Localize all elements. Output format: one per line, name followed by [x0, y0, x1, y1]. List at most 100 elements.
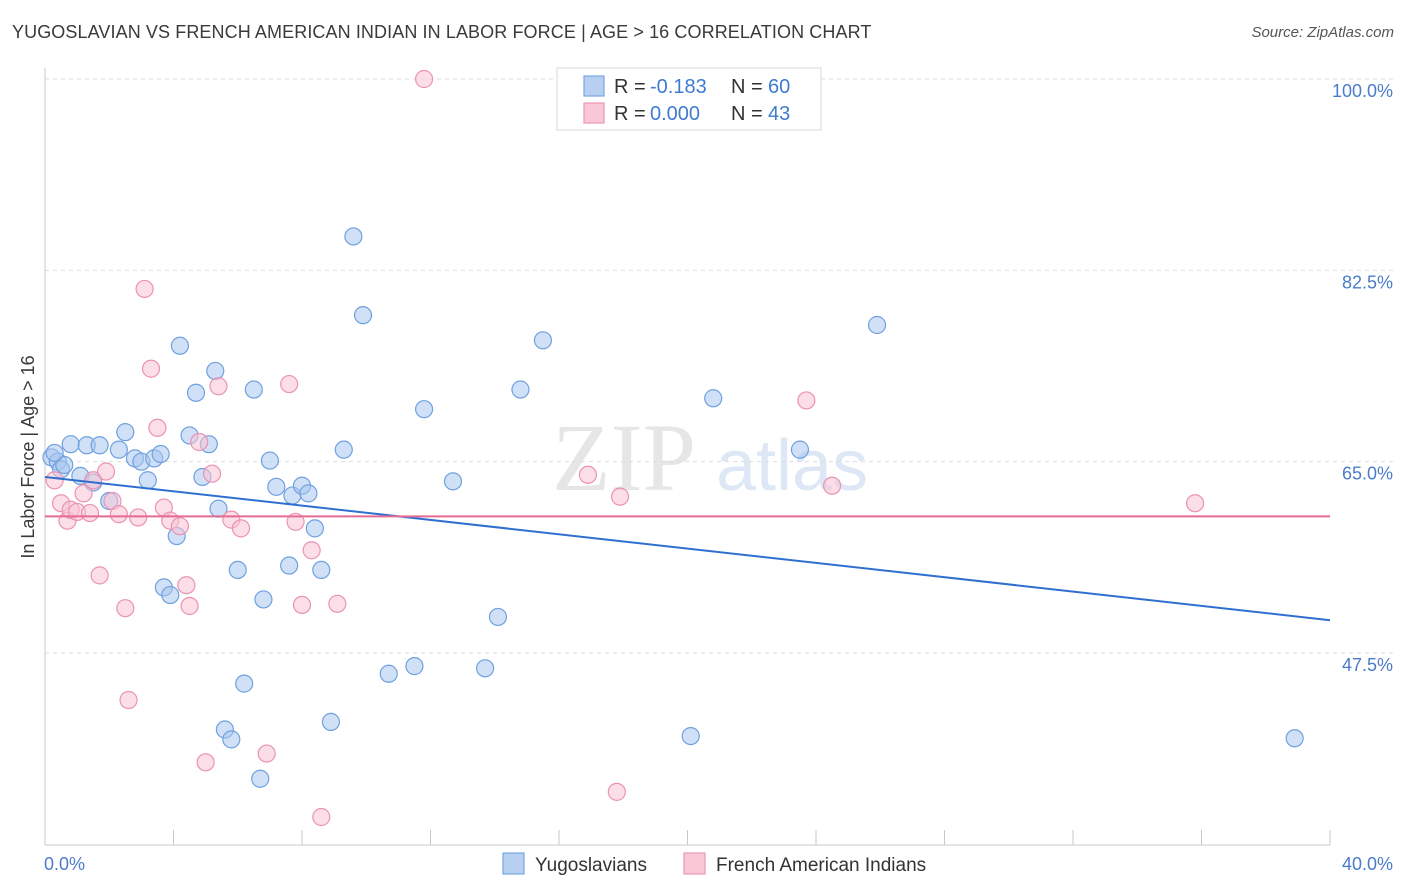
point-yugoslavians-18	[161, 585, 180, 605]
point-french-american-indians-31	[286, 512, 305, 531]
point-yugoslavians-8	[90, 436, 109, 455]
legend-r-label-2: R =	[614, 103, 646, 125]
point-yugoslavians-41	[312, 560, 331, 580]
point-french-american-indians-34	[312, 807, 331, 827]
point-yugoslavians-39	[299, 484, 318, 503]
bottom-legend-label-french-american-indians: French American Indians	[716, 855, 926, 876]
point-yugoslavians-3	[55, 455, 74, 475]
source-label: Source: ZipAtlas.com	[1251, 24, 1394, 41]
point-yugoslavians-52	[511, 380, 530, 399]
point-french-american-indians-33	[302, 541, 321, 560]
watermark-atlas: atlas	[716, 426, 868, 506]
data-points	[42, 69, 1304, 827]
point-french-american-indians-29	[257, 744, 276, 763]
y-tick-label-0: 47.5%	[1342, 655, 1393, 675]
point-yugoslavians-34	[260, 451, 279, 470]
point-yugoslavians-32	[251, 769, 270, 788]
point-french-american-indians-25	[202, 464, 222, 483]
point-yugoslavians-22	[186, 383, 206, 402]
point-yugoslavians-56	[790, 440, 810, 459]
point-yugoslavians-28	[222, 730, 241, 749]
point-yugoslavians-33	[254, 590, 273, 609]
point-french-american-indians-35	[328, 594, 347, 613]
legend-r-value-2: 0.000	[650, 103, 700, 125]
point-yugoslavians-55	[704, 389, 723, 408]
point-yugoslavians-4	[61, 435, 80, 454]
point-yugoslavians-30	[235, 674, 254, 693]
point-french-american-indians-42	[1185, 494, 1205, 513]
y-axis-label: In Labor Force | Age > 16	[18, 355, 38, 558]
y-tick-label-1: 65.0%	[1342, 464, 1393, 484]
legend-swatch-yugoslavians	[583, 75, 605, 97]
point-yugoslavians-59	[45, 443, 64, 463]
point-french-american-indians-39	[610, 487, 630, 506]
point-yugoslavians-10	[109, 440, 128, 459]
point-yugoslavians-25	[206, 361, 225, 381]
point-yugoslavians-29	[228, 560, 247, 580]
y-tick-label-3: 100.0%	[1332, 81, 1393, 101]
correlation-legend: R = -0.183 N = 60 R = 0.000 N = 43	[556, 67, 822, 131]
point-french-american-indians-15	[135, 279, 154, 299]
point-french-american-indians-0	[45, 471, 64, 490]
point-french-american-indians-20	[170, 517, 190, 536]
legend-n-value-2: 43	[768, 103, 790, 125]
point-french-american-indians-26	[209, 377, 228, 396]
point-yugoslavians-58	[1285, 729, 1304, 748]
point-french-american-indians-9	[96, 462, 116, 481]
point-french-american-indians-30	[280, 374, 299, 394]
trend-lines	[44, 475, 1331, 622]
y-tick-labels: 47.5% 65.0% 82.5% 100.0%	[1332, 81, 1393, 675]
point-french-american-indians-32	[292, 595, 312, 614]
point-french-american-indians-6	[80, 503, 100, 523]
point-yugoslavians-40	[305, 519, 324, 538]
point-yugoslavians-46	[379, 664, 398, 683]
point-french-american-indians-11	[109, 505, 128, 524]
x-tick-label-max: 40.0%	[1342, 854, 1393, 874]
x-tick-label-min: 0.0%	[44, 854, 85, 874]
legend-n-label-1: N =	[731, 76, 763, 98]
point-yugoslavians-44	[344, 227, 363, 246]
point-french-american-indians-37	[578, 465, 598, 484]
point-yugoslavians-42	[321, 712, 341, 731]
point-french-american-indians-7	[84, 471, 103, 490]
point-yugoslavians-14	[138, 471, 157, 490]
legend-r-value-1: -0.183	[650, 76, 707, 98]
point-french-american-indians-8	[90, 566, 109, 585]
point-french-american-indians-17	[148, 418, 167, 437]
point-yugoslavians-43	[334, 440, 353, 459]
point-french-american-indians-24	[196, 753, 215, 772]
point-yugoslavians-50	[476, 659, 495, 678]
point-yugoslavians-35	[267, 477, 286, 496]
point-french-american-indians-41	[822, 476, 842, 495]
point-yugoslavians-53	[533, 331, 553, 350]
point-yugoslavians-20	[170, 336, 190, 355]
point-yugoslavians-49	[443, 472, 463, 491]
x-tick-marks	[44, 830, 1331, 845]
point-yugoslavians-48	[414, 400, 434, 419]
point-french-american-indians-14	[129, 508, 148, 527]
bottom-legend-swatch-yugoslavians	[502, 852, 525, 875]
series-legend: Yugoslavians French American Indians	[502, 852, 926, 876]
point-french-american-indians-38	[607, 782, 626, 801]
point-yugoslavians-47	[405, 657, 424, 676]
point-french-american-indians-5	[74, 484, 93, 503]
legend-n-label-2: N =	[731, 103, 763, 125]
chart-title: YUGOSLAVIAN VS FRENCH AMERICAN INDIAN IN…	[12, 22, 872, 42]
bottom-legend-swatch-french-american-indians	[683, 852, 706, 875]
point-french-american-indians-36	[414, 69, 434, 89]
point-yugoslavians-16	[151, 444, 170, 464]
point-yugoslavians-51	[488, 607, 508, 627]
point-french-american-indians-22	[180, 596, 199, 616]
point-yugoslavians-36	[280, 556, 299, 575]
point-french-american-indians-23	[190, 432, 209, 452]
trend-line-yugoslavians	[44, 475, 1331, 622]
point-yugoslavians-31	[244, 380, 263, 399]
point-french-american-indians-13	[119, 690, 138, 710]
legend-r-label-1: R =	[614, 76, 646, 98]
gridlines	[45, 78, 1393, 654]
point-yugoslavians-54	[681, 726, 700, 746]
point-yugoslavians-45	[353, 306, 373, 325]
bottom-legend-label-yugoslavians: Yugoslavians	[535, 855, 647, 876]
point-french-american-indians-21	[177, 576, 196, 595]
